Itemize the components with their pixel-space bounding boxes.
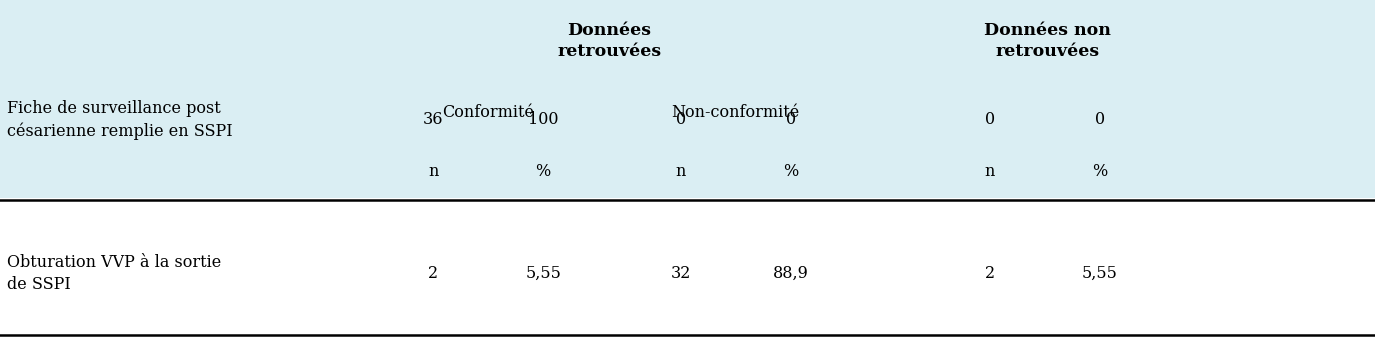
- Text: 88,9: 88,9: [773, 265, 808, 282]
- Bar: [0, 0, 1375, 198]
- Text: 2: 2: [984, 265, 996, 282]
- Text: Données non
retrouvées: Données non retrouvées: [984, 22, 1111, 60]
- Text: %: %: [1092, 162, 1108, 180]
- Text: n: n: [984, 162, 996, 180]
- Text: 32: 32: [671, 265, 690, 282]
- Text: 100: 100: [528, 111, 558, 128]
- Text: 0: 0: [984, 111, 996, 128]
- Text: 2: 2: [428, 265, 439, 282]
- Text: Obturation VVP à la sortie
de SSPI: Obturation VVP à la sortie de SSPI: [7, 254, 221, 293]
- Bar: [0, 198, 1375, 342]
- Text: Données
retrouvées: Données retrouvées: [557, 22, 661, 60]
- Text: %: %: [535, 162, 551, 180]
- Text: n: n: [675, 162, 686, 180]
- Text: 0: 0: [1094, 111, 1106, 128]
- Text: Fiche de surveillance post
césarienne remplie en SSPI: Fiche de surveillance post césarienne re…: [7, 100, 232, 140]
- Text: 5,55: 5,55: [1082, 265, 1118, 282]
- Text: Conformité: Conformité: [443, 104, 534, 121]
- Text: 0: 0: [785, 111, 796, 128]
- Text: %: %: [782, 162, 799, 180]
- Text: 5,55: 5,55: [525, 265, 561, 282]
- Text: n: n: [428, 162, 439, 180]
- Text: 36: 36: [424, 111, 443, 128]
- Text: 0: 0: [675, 111, 686, 128]
- Text: Non-conformité: Non-conformité: [671, 104, 800, 121]
